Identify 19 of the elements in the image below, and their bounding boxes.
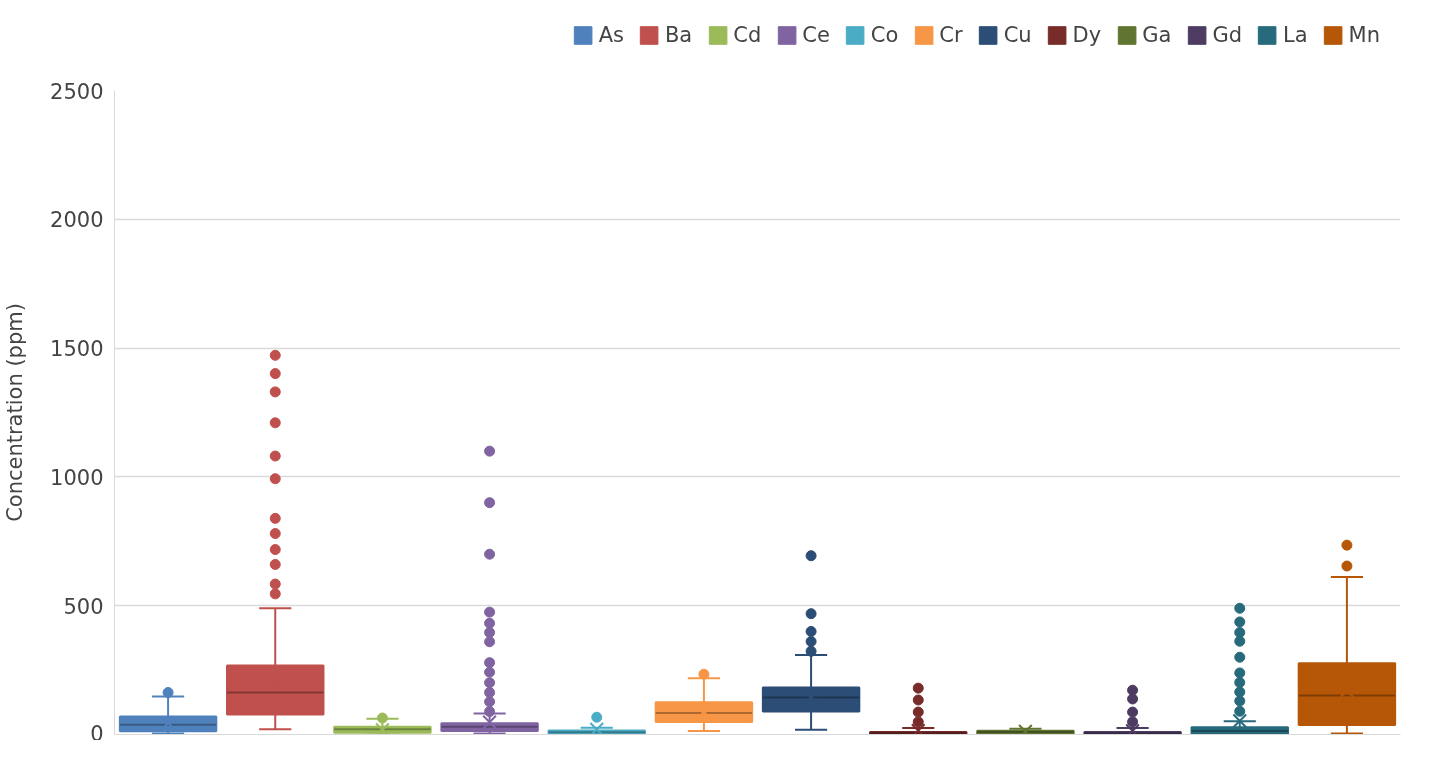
y-tick-label: 2000 xyxy=(50,208,104,233)
y-tick-label: 0 xyxy=(90,721,104,746)
legend-label: Cu xyxy=(1003,23,1032,47)
y-tick-label: 500 xyxy=(63,594,104,619)
legend-label: Gd xyxy=(1212,23,1242,47)
legend-label: Cr xyxy=(939,23,963,47)
legend-label: Mn xyxy=(1348,23,1380,47)
legend-label: Ba xyxy=(664,23,693,47)
y-axis-title: Concentration (ppm) xyxy=(3,303,28,522)
legend-label: As xyxy=(598,23,624,47)
legend-label: La xyxy=(1282,23,1308,47)
legend-label: Co xyxy=(870,23,899,47)
legend-label: Ga xyxy=(1142,23,1172,47)
legend-label: Dy xyxy=(1072,23,1102,47)
legend-label: Ce xyxy=(802,23,830,47)
y-tick-label: 2500 xyxy=(50,79,104,104)
y-tick-label: 1000 xyxy=(50,465,104,490)
legend-label: Cd xyxy=(733,23,762,47)
y-tick-label: 1500 xyxy=(50,337,104,362)
